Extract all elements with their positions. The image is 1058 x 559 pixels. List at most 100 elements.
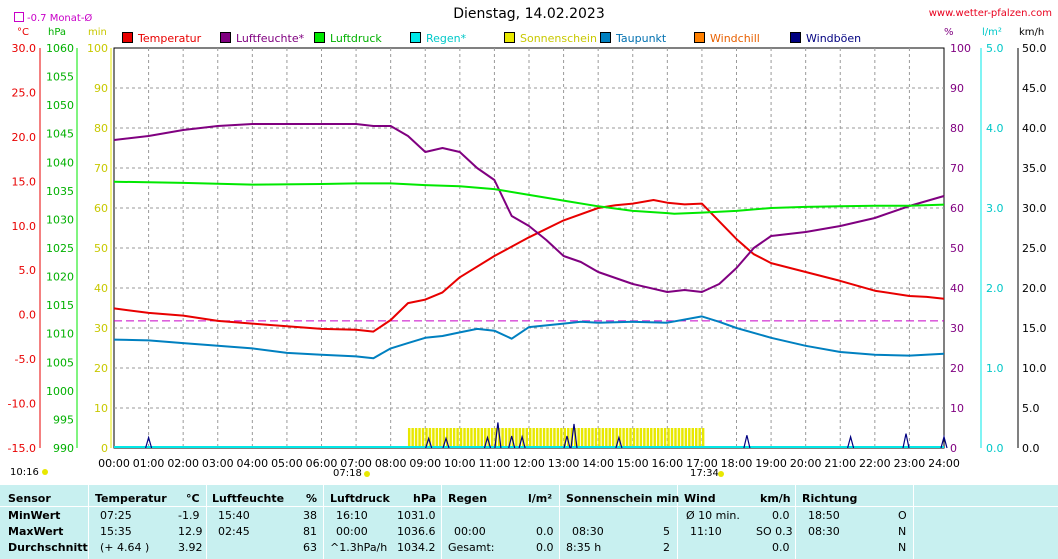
header-percent: % [306, 492, 318, 505]
left-time-marker: 10:16 [10, 467, 48, 478]
min-temp-time: 07:25 [100, 509, 132, 522]
col-divider [677, 485, 678, 559]
sun-dot-icon [41, 469, 48, 475]
monthly-average-label: -0.7 Monat-Ø [14, 12, 92, 24]
header-temperatur: Temperatur [95, 492, 167, 505]
header-sonnenschein: Sonnenschein min [566, 492, 680, 505]
x-tick-label: 14:00 [582, 457, 614, 470]
legend-taupunkt[interactable]: Taupunkt [600, 32, 666, 45]
x-tick-label: 06:00 [306, 457, 338, 470]
sunshine-bar [487, 428, 490, 448]
x-tick-label: 19:00 [755, 457, 787, 470]
temperature-tick-label: 30.0 [12, 42, 37, 55]
sunshine-bar [470, 428, 473, 448]
legend-label: Regen* [426, 32, 467, 45]
sunshine-bar [636, 428, 639, 448]
sunshine-bar [425, 428, 428, 448]
sunshine-bar [432, 428, 435, 448]
pressure-tick-label: 995 [53, 413, 74, 426]
legend-windboeen[interactable]: Windböen [790, 32, 861, 45]
sunshine-bar [567, 428, 570, 448]
min-wind-value: 0.0 [772, 509, 790, 522]
sunshine-bar [629, 428, 632, 448]
sunshine-bar [646, 428, 650, 448]
x-tick-label: 03:00 [202, 457, 234, 470]
site-link[interactable]: www.wetter-pfalzen.com [928, 8, 1052, 19]
sunrise-marker: 07:18 [333, 468, 362, 479]
sunshine-bar [508, 428, 511, 448]
sunshine-bar [452, 428, 456, 448]
humidity-tick-label: 0 [950, 442, 957, 455]
series-taupunkt [113, 315, 945, 360]
legend-luftfeuchte[interactable]: Luftfeuchte* [220, 32, 304, 45]
header-luftfeuchte: Luftfeuchte [212, 492, 285, 505]
sunshine-tick-label: 90 [94, 82, 108, 95]
legend-sonnenschein[interactable]: Sonnenschein [504, 32, 597, 45]
avg-hum-value: 63 [303, 541, 317, 554]
legend-regen[interactable]: Regen* [410, 32, 466, 45]
sunshine-tick-label: 50 [94, 242, 108, 255]
pressure-tick-label: 1045 [46, 128, 74, 141]
sunrise-dot-icon [364, 471, 370, 477]
sunshine-bar [435, 428, 439, 448]
sunshine-bar [584, 428, 587, 448]
max-hum-value: 81 [303, 525, 317, 538]
sunshine-bar [477, 428, 480, 448]
sunrise-text: 07:18 [333, 468, 362, 479]
header-celsius: °C [186, 492, 200, 505]
avg-dir-value: N [898, 541, 907, 554]
sunshine-bar [549, 428, 553, 448]
x-tick-label: 10:00 [444, 457, 476, 470]
pressure-tick-label: 1005 [46, 356, 74, 369]
sunshine-bar [518, 428, 522, 448]
pressure-tick-label: 990 [53, 442, 74, 455]
sunshine-bar [677, 428, 681, 448]
wind-tick-label: 40.0 [1022, 122, 1047, 135]
min-press-value: 1031.0 [397, 509, 436, 522]
temperature-tick-label: 25.0 [12, 86, 37, 99]
rain-tick-label: 2.0 [986, 282, 1004, 295]
x-tick-label: 09:00 [409, 457, 441, 470]
sunshine-bar [691, 428, 694, 448]
row-label-max: MaxWert [8, 525, 64, 538]
col-divider [795, 485, 796, 559]
temperature-tick-label: -5.0 [15, 353, 36, 366]
unit-min: min [88, 27, 107, 38]
sunshine-bar [439, 428, 442, 448]
legend-windchill[interactable]: Windchill [694, 32, 760, 45]
legend-swatch [314, 32, 325, 43]
sunshine-bar [643, 428, 646, 448]
legend-label: Windchill [710, 32, 760, 45]
legend-temperatur[interactable]: Temperatur [122, 32, 201, 45]
wind-tick-label: 35.0 [1022, 162, 1047, 175]
avg-sun-duration: 8:35 h [566, 541, 602, 554]
humidity-tick-label: 10 [950, 402, 964, 415]
x-tick-label: 22:00 [859, 457, 891, 470]
header-kmh: km/h [760, 492, 791, 505]
legend-swatch [220, 32, 231, 43]
sunshine-bar [605, 428, 608, 448]
monthly-average-swatch [14, 12, 24, 22]
legend-swatch [694, 32, 705, 43]
sunshine-tick-label: 100 [87, 42, 108, 55]
max-press-value: 1036.6 [397, 525, 436, 538]
sunshine-bar [674, 428, 677, 448]
sunshine-bar [598, 428, 601, 448]
sunshine-bar [449, 428, 452, 448]
max-wind-time: 11:10 [690, 525, 722, 538]
wind-tick-label: 10.0 [1022, 362, 1047, 375]
x-tick-label: 15:00 [617, 457, 649, 470]
sunshine-bar [414, 428, 418, 448]
sunshine-tick-label: 20 [94, 362, 108, 375]
sunshine-bar [681, 428, 684, 448]
min-hum-time: 15:40 [218, 509, 250, 522]
pressure-tick-label: 1000 [46, 385, 74, 398]
sunshine-bar [656, 428, 660, 448]
x-tick-label: 01:00 [133, 457, 165, 470]
avg-temp-value: 3.92 [178, 541, 203, 554]
sunshine-bar [522, 428, 525, 448]
sunshine-bar [580, 428, 584, 448]
legend-luftdruck[interactable]: Luftdruck [314, 32, 382, 45]
pressure-tick-label: 1030 [46, 213, 74, 226]
sunshine-tick-label: 60 [94, 202, 108, 215]
